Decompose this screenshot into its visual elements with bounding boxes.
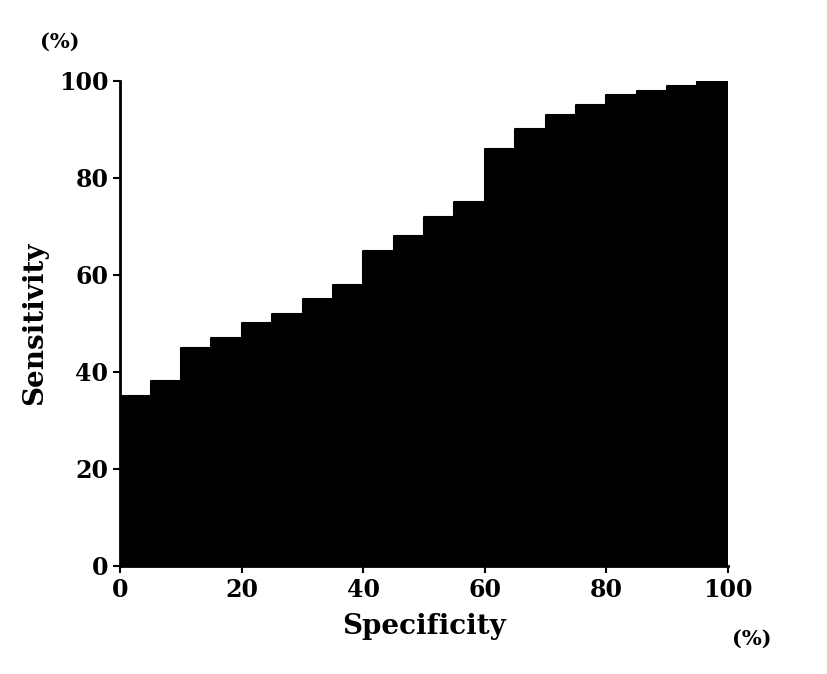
Text: (%): (%) [733,629,772,649]
Y-axis label: Sensitivity: Sensitivity [21,241,48,405]
Text: (%): (%) [40,32,79,52]
X-axis label: Specificity: Specificity [342,613,506,640]
Polygon shape [120,81,728,565]
